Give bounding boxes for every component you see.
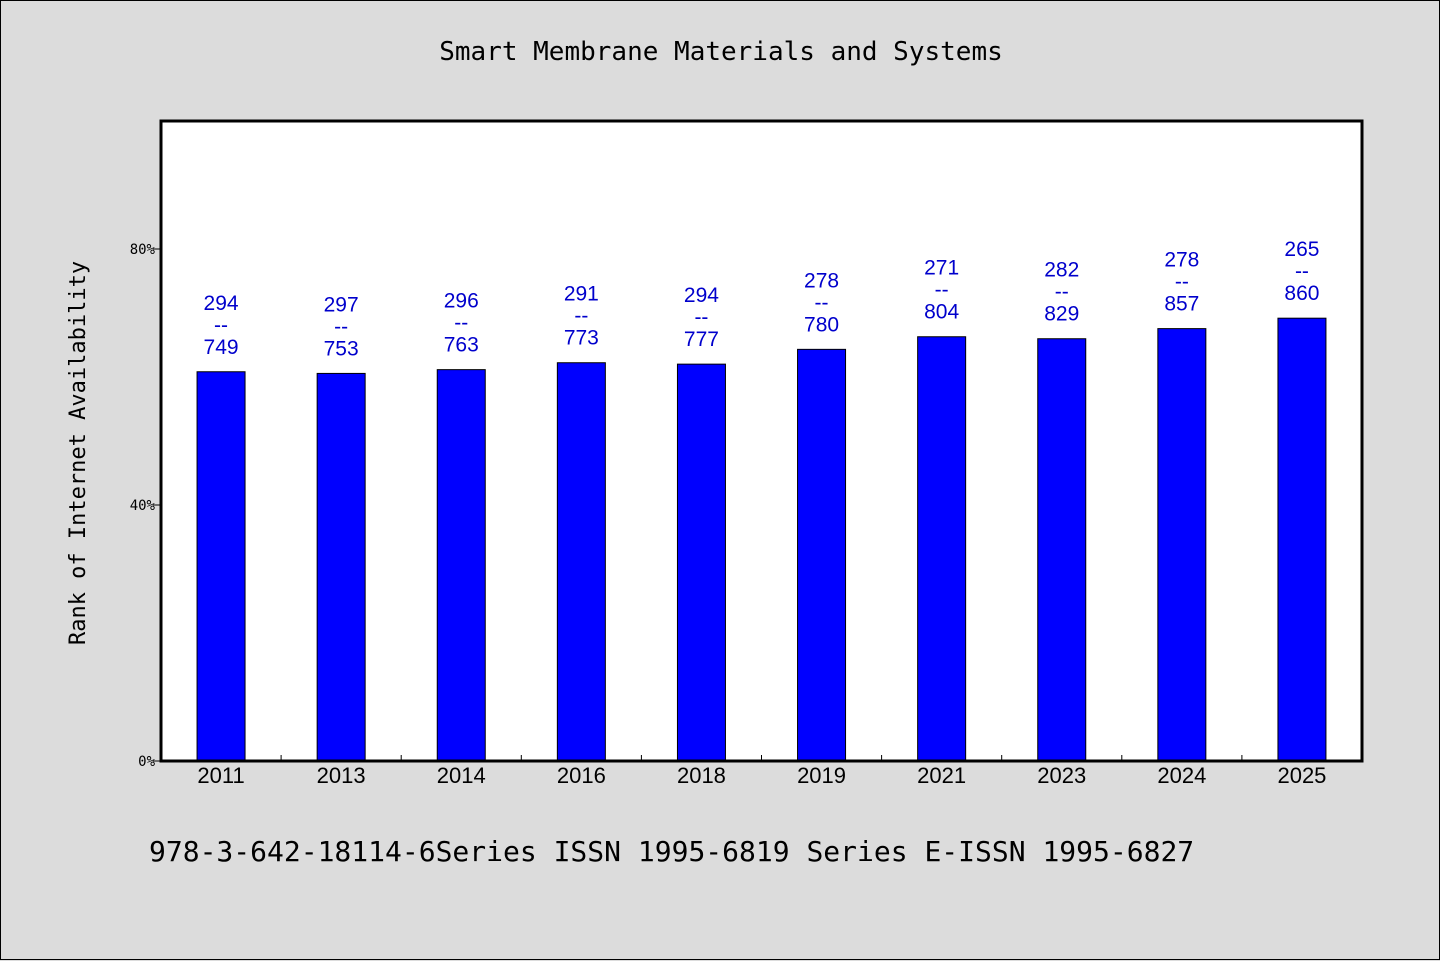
x-tick-label: 2018 <box>677 763 726 788</box>
data-label-separator: -- <box>694 306 708 329</box>
y-tick-label: 0% <box>138 754 155 770</box>
data-label-separator: -- <box>334 315 348 338</box>
x-tick-label: 2021 <box>917 763 966 788</box>
x-tick-label: 2011 <box>197 763 244 788</box>
plot-frame <box>159 119 1364 763</box>
bar <box>1037 338 1087 762</box>
y-axis-label: Rank of Internet Availability <box>66 261 91 645</box>
data-label-top: 278 <box>804 269 839 292</box>
bar <box>797 348 847 762</box>
x-tick-label: 2025 <box>1277 763 1326 788</box>
data-label-separator: -- <box>815 291 829 314</box>
data-label-top: 271 <box>924 257 959 280</box>
data-label-separator: -- <box>1055 281 1069 304</box>
data-label-top: 296 <box>444 290 479 313</box>
x-tick-label: 2013 <box>317 763 366 788</box>
y-tick-label: 80% <box>130 242 156 258</box>
bar <box>196 371 246 762</box>
data-label-bottom: 857 <box>1164 293 1199 316</box>
data-label-bottom: 749 <box>204 336 239 359</box>
x-tick-label: 2023 <box>1037 763 1086 788</box>
x-tick-label: 2016 <box>557 763 606 788</box>
data-label-separator: -- <box>574 305 588 328</box>
bar <box>917 336 967 762</box>
data-label-separator: -- <box>1295 260 1309 283</box>
data-label-bottom: 763 <box>444 334 479 357</box>
y-tick-label: 40% <box>130 498 156 514</box>
data-label-bottom: 780 <box>804 313 839 336</box>
data-label-bottom: 753 <box>324 337 359 360</box>
data-label-bottom: 860 <box>1284 282 1319 305</box>
data-label-separator: -- <box>454 312 468 335</box>
data-label-top: 297 <box>324 293 359 316</box>
data-label-top: 291 <box>564 283 599 306</box>
bar <box>1277 317 1327 762</box>
data-label-separator: -- <box>214 314 228 337</box>
bar <box>436 369 486 762</box>
bar <box>676 363 726 762</box>
data-label-separator: -- <box>935 279 949 302</box>
footer-text: 978-3-642-18114-6Series ISSN 1995-6819 S… <box>149 835 1195 868</box>
bar <box>556 362 606 762</box>
data-label-bottom: 773 <box>564 327 599 350</box>
data-label-top: 294 <box>684 284 719 307</box>
x-tick-label: 2019 <box>797 763 846 788</box>
data-label-top: 294 <box>204 292 239 315</box>
data-label-bottom: 829 <box>1044 303 1079 326</box>
bar <box>316 372 366 762</box>
data-label-separator: -- <box>1175 271 1189 294</box>
chart-title: Smart Membrane Materials and Systems <box>439 37 1003 67</box>
data-label-top: 278 <box>1164 249 1199 272</box>
bar <box>1157 328 1207 762</box>
x-tick-label: 2024 <box>1157 763 1206 788</box>
x-tick-label: 2014 <box>437 763 486 788</box>
data-label-bottom: 804 <box>924 301 959 324</box>
data-label-bottom: 777 <box>684 328 719 351</box>
data-label-top: 282 <box>1044 259 1079 282</box>
data-label-top: 265 <box>1284 238 1319 261</box>
